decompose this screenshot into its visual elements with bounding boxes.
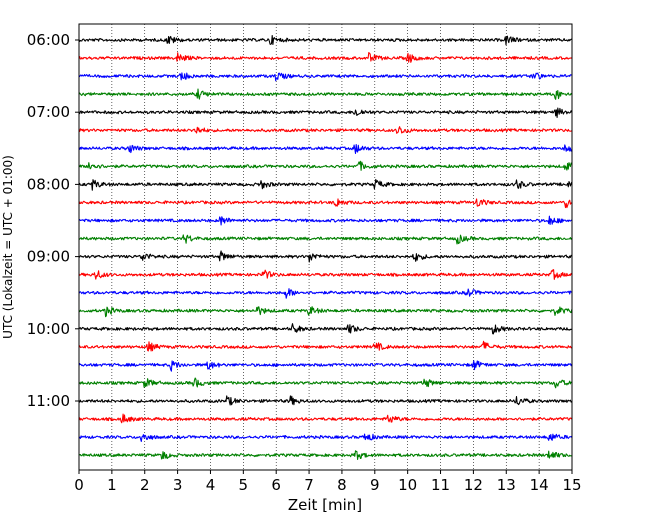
y-axis-ticks: 06:00 07:00 08:00 09:00 10:00 11:00 — [27, 31, 79, 410]
trace-0945 — [79, 306, 573, 318]
trace-1000 — [78, 323, 573, 335]
y-tick-label: 06:00 — [27, 31, 70, 49]
trace-1145 — [78, 450, 572, 460]
x-tick-label: 6 — [271, 476, 281, 494]
plot-frame — [78, 23, 573, 471]
trace-0815 — [78, 198, 573, 209]
y-tick-label: 09:00 — [27, 248, 70, 266]
trace-1130 — [78, 433, 573, 442]
trace-1015 — [78, 340, 572, 352]
trace-0930 — [78, 288, 572, 299]
y-tick-label: 08:00 — [27, 175, 70, 193]
y-axis-label: UTC (Lokalzeit = UTC + 01:00) — [1, 155, 15, 339]
x-tick-label: 9 — [370, 476, 380, 494]
seismogram-traces — [78, 34, 573, 460]
y-tick-label: 07:00 — [27, 103, 70, 121]
y-tick-label: 10:00 — [27, 320, 70, 338]
x-tick-label: 1 — [107, 476, 117, 494]
x-tick-label: 8 — [337, 476, 347, 494]
trace-0715 — [78, 126, 573, 134]
trace-0615 — [78, 52, 573, 63]
x-tick-label: 4 — [206, 476, 216, 494]
x-tick-label: 10 — [398, 476, 417, 494]
trace-0830 — [78, 215, 573, 226]
x-gridlines — [111, 24, 540, 470]
x-tick-label: 3 — [173, 476, 183, 494]
x-axis-ticks: 0 1 2 3 4 5 6 7 8 9 10 11 12 13 14 15 — [74, 470, 582, 494]
y-tick-label: 11:00 — [27, 392, 70, 410]
trace-0600 — [78, 34, 572, 46]
trace-1100 — [78, 395, 573, 406]
trace-0845 — [78, 234, 573, 245]
x-axis-label: Zeit [min] — [288, 496, 362, 514]
x-tick-label: 11 — [431, 476, 450, 494]
trace-0700 — [78, 107, 573, 118]
trace-0800 — [78, 178, 573, 191]
x-tick-label: 14 — [530, 476, 549, 494]
x-tick-label: 0 — [74, 476, 84, 494]
trace-0915 — [78, 269, 573, 280]
trace-1030 — [78, 360, 573, 372]
x-tick-label: 5 — [239, 476, 249, 494]
trace-1045 — [78, 377, 572, 389]
x-tick-label: 12 — [464, 476, 483, 494]
x-tick-label: 2 — [140, 476, 150, 494]
trace-1115 — [78, 413, 573, 424]
x-tick-label: 13 — [497, 476, 516, 494]
trace-0630 — [78, 72, 572, 82]
x-tick-label: 7 — [304, 476, 314, 494]
x-tick-label: 15 — [562, 476, 581, 494]
trace-0900 — [78, 250, 573, 263]
trace-0730 — [78, 144, 573, 155]
trace-0745 — [78, 160, 573, 171]
trace-0645 — [78, 88, 573, 100]
